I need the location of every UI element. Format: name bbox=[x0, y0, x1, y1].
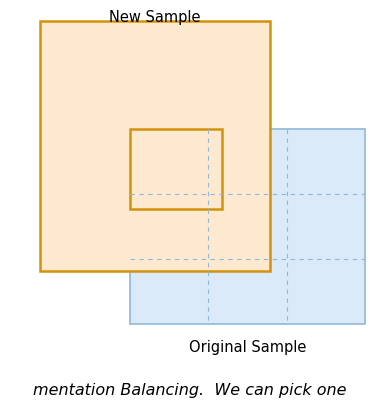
Bar bbox=[40, 22, 270, 271]
Text: New Sample: New Sample bbox=[109, 10, 201, 25]
Bar bbox=[130, 130, 222, 209]
Text: Original Sample: Original Sample bbox=[189, 339, 307, 354]
Bar bbox=[130, 130, 365, 324]
Text: mentation Balancing.  We can pick one: mentation Balancing. We can pick one bbox=[33, 382, 347, 397]
